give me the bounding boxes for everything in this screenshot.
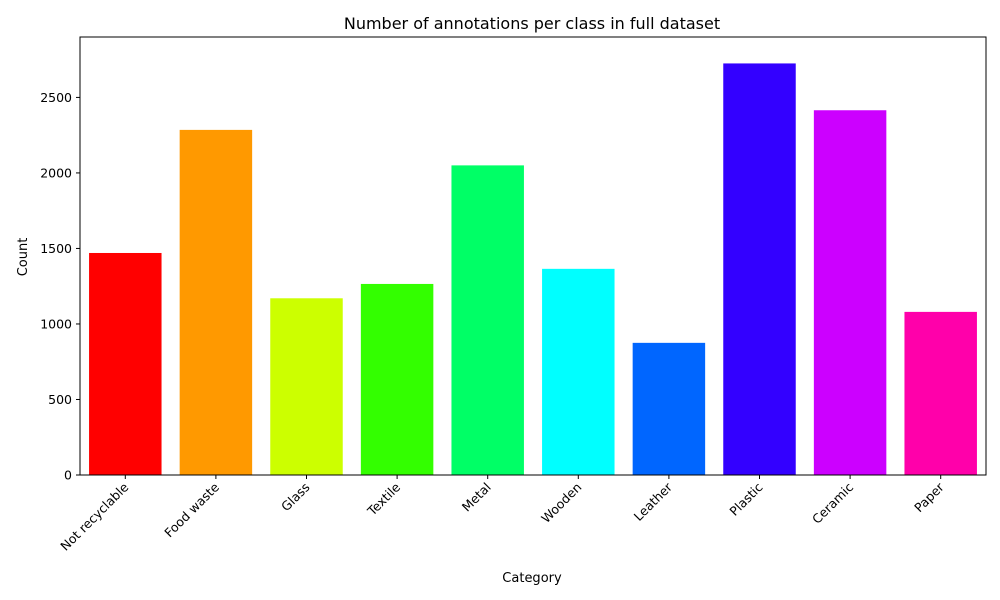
x-tick-label: Metal	[459, 480, 494, 515]
y-axis-label: Count	[16, 238, 31, 277]
bar-textile	[360, 283, 434, 475]
y-tick-label: 1000	[40, 316, 72, 331]
chart-title: Number of annotations per class in full …	[344, 14, 720, 33]
x-tick-label: Plastic	[726, 479, 765, 518]
bars-group	[89, 63, 977, 476]
x-tick-label: Paper	[911, 479, 947, 515]
y-tick-label: 500	[48, 392, 72, 407]
y-tick-label: 2500	[40, 90, 72, 105]
x-tick-label: Wooden	[538, 480, 584, 526]
plot-frame	[79, 36, 987, 476]
x-axis: Not recyclable Food waste Glass Textile Meta…	[57, 475, 947, 554]
x-tick-label: Not recyclable	[57, 479, 131, 553]
bar-not-recyclable	[89, 252, 162, 475]
bar-food-waste	[179, 129, 253, 475]
x-tick-label: Glass	[278, 480, 313, 515]
bar-paper	[904, 311, 977, 475]
bar-glass	[270, 298, 343, 475]
y-axis: 0 500 1000 1500 2000 2500	[40, 90, 80, 483]
bar-wooden	[542, 268, 615, 475]
y-tick-label: 0	[64, 468, 72, 483]
x-tick-label: Leather	[631, 479, 676, 524]
bar-ceramic	[813, 110, 887, 476]
x-tick-label: Food waste	[161, 479, 222, 540]
x-axis-label: Category	[502, 571, 562, 586]
bar-metal	[451, 165, 524, 475]
bar-plastic	[723, 63, 796, 476]
y-tick-label: 1500	[40, 241, 72, 256]
bar-leather	[632, 342, 706, 475]
x-tick-label: Ceramic	[809, 479, 856, 526]
y-tick-label: 2000	[40, 165, 72, 180]
x-tick-label: Textile	[364, 479, 404, 519]
